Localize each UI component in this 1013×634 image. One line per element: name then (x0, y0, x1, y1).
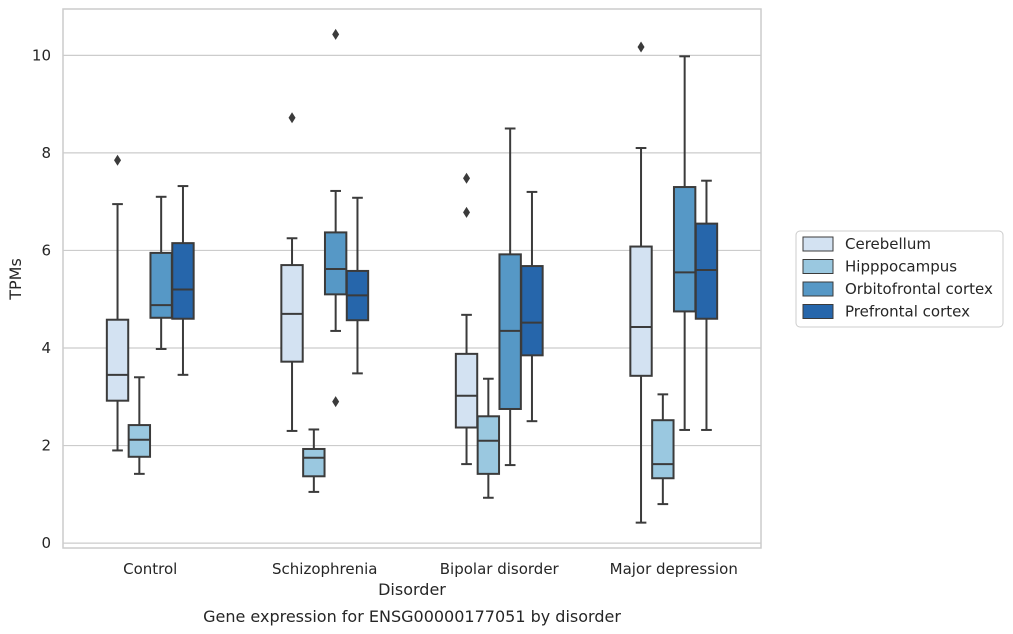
box (149, 195, 173, 350)
box (520, 190, 544, 423)
box (345, 196, 370, 375)
box-iqr (127, 424, 152, 458)
y-axis-label: TPMs (6, 258, 25, 301)
box (302, 428, 326, 493)
box-plot-series (105, 28, 719, 524)
legend-label: Cerebellum (845, 235, 931, 253)
outlier-point (463, 206, 471, 218)
box (323, 28, 348, 408)
x-tick-label: Schizophrenia (272, 560, 377, 578)
x-axis-label: Disorder (378, 580, 446, 599)
box (672, 55, 697, 431)
box (127, 376, 152, 475)
box (651, 393, 675, 506)
box-iqr (105, 318, 130, 402)
box (105, 154, 130, 452)
legend-box (795, 230, 1004, 328)
x-tick-label: Control (123, 560, 177, 578)
series-cerebellum (105, 41, 653, 524)
y-axis-ticks: 0 2 4 6 8 10 (32, 46, 51, 552)
box-iqr (672, 186, 697, 313)
box-iqr (171, 242, 195, 320)
series-prefrontal-cortex (171, 179, 719, 431)
y-tick-label: 10 (32, 46, 51, 64)
legend-label: Prefrontal cortex (845, 303, 970, 321)
legend-swatch (802, 259, 834, 274)
outlier-point (288, 112, 296, 124)
legend-swatch (802, 236, 834, 252)
box (171, 185, 195, 376)
box-iqr (629, 245, 653, 377)
box-iqr (651, 419, 675, 480)
outlier-point (463, 172, 471, 184)
box-iqr (520, 265, 544, 357)
y-tick-label: 6 (41, 241, 51, 259)
box (454, 172, 479, 466)
outlier-point (332, 28, 340, 40)
box-iqr (302, 447, 326, 478)
box (629, 41, 653, 524)
box-iqr (694, 222, 719, 320)
y-tick-label: 2 (41, 437, 51, 455)
legend-label: Hipppocampus (845, 258, 957, 276)
x-tick-label: Bipolar disorder (440, 560, 560, 578)
box (280, 112, 304, 432)
box (498, 127, 522, 467)
legend: Cerebellum Hipppocampus Orbitofrontal cort… (795, 230, 1004, 328)
y-tick-label: 8 (41, 144, 51, 162)
box-iqr (476, 415, 501, 475)
box-iqr (323, 231, 348, 296)
legend-swatch (802, 281, 834, 297)
series-hipppocampus (127, 376, 675, 506)
legend-label: Orbitofrontal cortex (845, 280, 993, 298)
outlier-point (332, 396, 340, 408)
box-iqr (149, 251, 173, 319)
legend-swatch (802, 304, 834, 319)
box (694, 179, 719, 431)
y-tick-label: 0 (41, 534, 51, 552)
x-axis-ticks: Control Schizophrenia Bipolar disorder Majo… (123, 560, 738, 578)
x-tick-label: Major depression (610, 560, 738, 578)
outlier-point (637, 41, 645, 53)
outlier-point (114, 154, 122, 166)
box-iqr (454, 352, 479, 429)
series-orbitofrontal-cortex (149, 28, 697, 467)
y-tick-label: 4 (41, 339, 51, 357)
plot-area-frame (62, 8, 762, 549)
chart-title: Gene expression for ENSG00000177051 by d… (203, 607, 621, 626)
box (476, 377, 501, 499)
